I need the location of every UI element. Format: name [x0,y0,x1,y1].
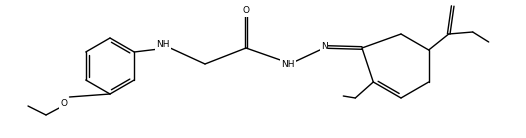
Text: NH: NH [156,40,170,50]
Text: N: N [321,43,327,51]
Text: O: O [242,6,249,15]
Text: NH: NH [281,60,295,70]
Text: O: O [60,99,67,108]
